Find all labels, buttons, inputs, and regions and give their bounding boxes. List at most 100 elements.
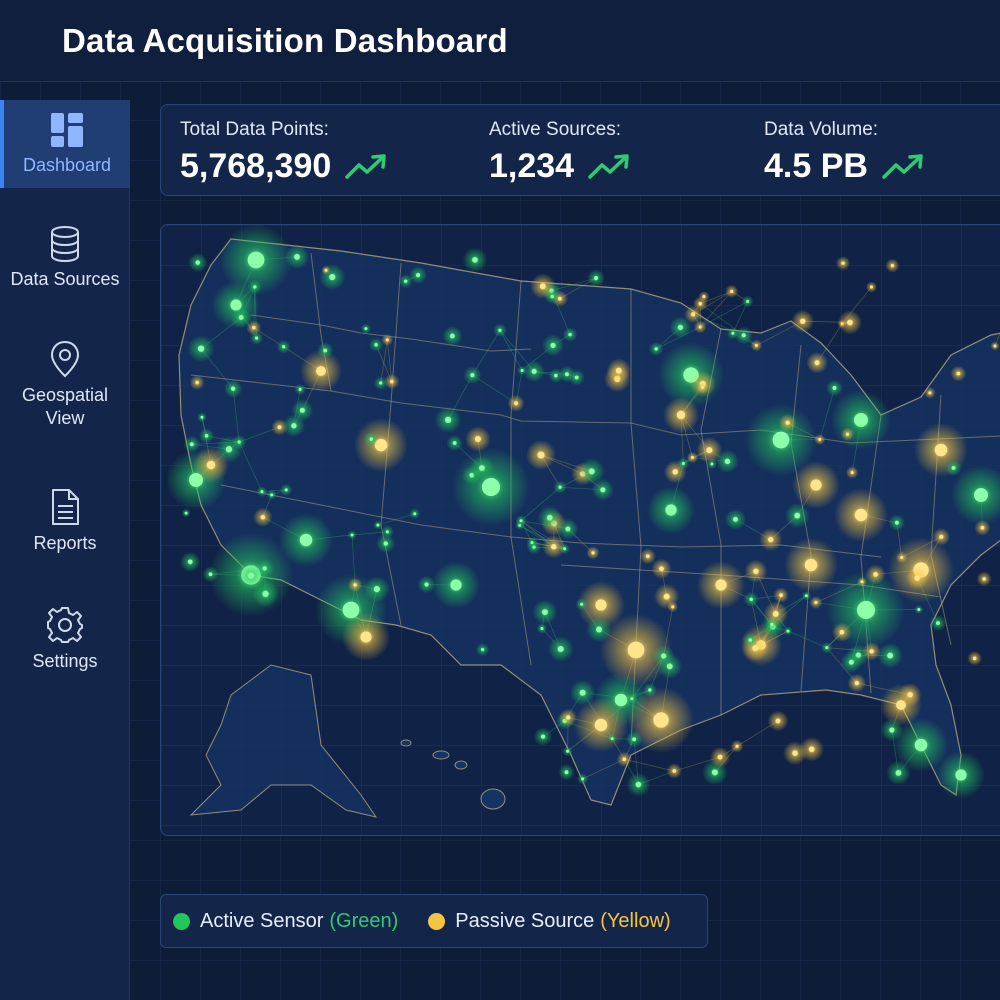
active-sensor-node[interactable] — [887, 652, 894, 659]
passive-source-node[interactable] — [956, 371, 961, 376]
passive-source-node[interactable] — [847, 319, 853, 326]
active-sensor-node[interactable] — [253, 285, 257, 289]
active-sensor-node[interactable] — [470, 373, 475, 378]
active-sensor-node[interactable] — [951, 465, 956, 470]
active-sensor-node[interactable] — [936, 621, 940, 625]
active-sensor-node[interactable] — [661, 653, 667, 659]
passive-source-node[interactable] — [814, 360, 820, 366]
active-sensor-node[interactable] — [187, 559, 193, 565]
active-sensor-node[interactable] — [596, 626, 603, 633]
passive-source-node[interactable] — [779, 593, 783, 597]
active-sensor-node[interactable] — [369, 437, 374, 441]
active-sensor-node[interactable] — [291, 423, 297, 429]
active-sensor-node[interactable] — [794, 512, 801, 519]
active-sensor-node[interactable] — [665, 504, 677, 516]
active-sensor-node[interactable] — [262, 590, 269, 598]
passive-source-node[interactable] — [753, 568, 759, 574]
active-sensor-node[interactable] — [298, 387, 302, 391]
active-sensor-node[interactable] — [731, 331, 735, 335]
active-sensor-node[interactable] — [472, 257, 478, 263]
active-sensor-node[interactable] — [580, 602, 584, 606]
active-sensor-node[interactable] — [574, 375, 579, 380]
active-sensor-node[interactable] — [588, 468, 595, 475]
passive-source-node[interactable] — [814, 601, 818, 605]
active-sensor-node[interactable] — [294, 254, 300, 260]
active-sensor-node[interactable] — [424, 582, 429, 587]
passive-source-node[interactable] — [939, 534, 944, 539]
passive-source-node[interactable] — [514, 401, 519, 406]
active-sensor-node[interactable] — [498, 328, 502, 332]
active-sensor-node[interactable] — [772, 431, 790, 449]
active-sensor-node[interactable] — [329, 273, 336, 281]
passive-source-node[interactable] — [324, 268, 328, 272]
passive-source-node[interactable] — [860, 580, 864, 584]
passive-source-node[interactable] — [850, 471, 854, 475]
passive-source-node[interactable] — [800, 318, 806, 324]
passive-source-node[interactable] — [195, 380, 199, 385]
passive-source-node[interactable] — [900, 556, 904, 560]
active-sensor-node[interactable] — [856, 600, 876, 620]
active-sensor-node[interactable] — [299, 533, 313, 547]
active-sensor-node[interactable] — [531, 368, 537, 374]
active-sensor-node[interactable] — [282, 345, 286, 349]
active-sensor-node[interactable] — [974, 488, 988, 502]
sensor-nodes[interactable] — [166, 225, 1000, 799]
passive-source-node[interactable] — [659, 566, 664, 572]
active-sensor-node[interactable] — [632, 737, 637, 742]
passive-source-node[interactable] — [595, 599, 607, 611]
passive-source-node[interactable] — [260, 514, 266, 520]
active-sensor-node[interactable] — [804, 594, 808, 598]
passive-source-node[interactable] — [594, 718, 608, 732]
active-sensor-node[interactable] — [749, 597, 753, 602]
sidebar-item-geospatial-view[interactable]: Geospatial View — [0, 340, 130, 430]
active-sensor-node[interactable] — [262, 566, 267, 571]
active-sensor-node[interactable] — [383, 541, 388, 546]
passive-source-node[interactable] — [980, 525, 985, 530]
active-sensor-node[interactable] — [260, 490, 264, 494]
active-sensor-node[interactable] — [889, 727, 895, 733]
active-sensor-node[interactable] — [741, 333, 746, 338]
passive-source-node[interactable] — [539, 283, 546, 290]
active-sensor-node[interactable] — [342, 601, 360, 619]
passive-source-node[interactable] — [645, 554, 650, 559]
active-sensor-node[interactable] — [225, 446, 233, 453]
active-sensor-node[interactable] — [519, 519, 523, 523]
active-sensor-node[interactable] — [189, 442, 194, 447]
active-sensor-node[interactable] — [677, 324, 683, 330]
active-sensor-node[interactable] — [955, 769, 967, 781]
sidebar-item-dashboard[interactable]: Dashboard — [0, 100, 130, 188]
active-sensor-node[interactable] — [247, 251, 265, 269]
passive-source-node[interactable] — [972, 656, 977, 661]
passive-source-node[interactable] — [854, 680, 860, 686]
passive-source-node[interactable] — [698, 302, 702, 306]
passive-source-node[interactable] — [730, 289, 734, 293]
active-sensor-node[interactable] — [450, 333, 455, 339]
sidebar-item-data-sources[interactable]: Data Sources — [0, 226, 130, 291]
passive-source-node[interactable] — [907, 691, 913, 698]
active-sensor-node[interactable] — [746, 299, 750, 303]
active-sensor-node[interactable] — [681, 462, 685, 466]
passive-source-node[interactable] — [854, 508, 868, 522]
us-map-canvas[interactable] — [161, 225, 1000, 836]
active-sensor-node[interactable] — [299, 407, 305, 413]
active-sensor-node[interactable] — [614, 693, 628, 707]
active-sensor-node[interactable] — [364, 327, 368, 331]
active-sensor-node[interactable] — [520, 369, 524, 373]
passive-source-node[interactable] — [768, 536, 774, 543]
active-sensor-node[interactable] — [895, 770, 902, 776]
passive-source-node[interactable] — [316, 366, 326, 376]
passive-source-node[interactable] — [934, 443, 948, 457]
passive-source-node[interactable] — [870, 285, 874, 289]
active-sensor-node[interactable] — [542, 609, 548, 615]
passive-source-node[interactable] — [385, 338, 389, 342]
passive-source-node[interactable] — [360, 631, 372, 643]
active-sensor-node[interactable] — [452, 441, 457, 445]
passive-source-node[interactable] — [676, 410, 686, 420]
active-sensor-node[interactable] — [917, 608, 921, 612]
active-sensor-node[interactable] — [450, 579, 462, 591]
active-sensor-node[interactable] — [558, 485, 562, 489]
active-sensor-node[interactable] — [195, 260, 201, 265]
active-sensor-node[interactable] — [374, 343, 378, 347]
active-sensor-node[interactable] — [581, 777, 585, 781]
passive-source-node[interactable] — [537, 451, 545, 459]
